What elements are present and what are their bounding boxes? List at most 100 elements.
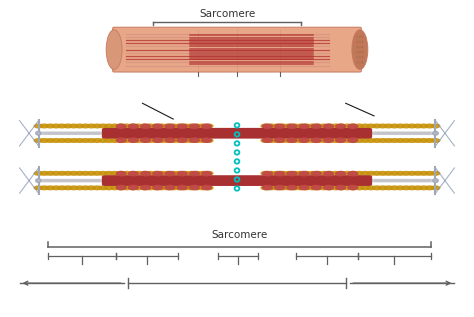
Ellipse shape: [347, 171, 358, 177]
Ellipse shape: [319, 185, 329, 191]
Text: Sarcomere: Sarcomere: [199, 9, 255, 19]
Ellipse shape: [274, 123, 285, 129]
Ellipse shape: [110, 171, 120, 176]
Ellipse shape: [278, 138, 288, 143]
Ellipse shape: [81, 171, 91, 176]
Ellipse shape: [359, 36, 361, 38]
Ellipse shape: [319, 123, 329, 128]
Ellipse shape: [298, 185, 310, 191]
Ellipse shape: [301, 185, 311, 191]
Ellipse shape: [323, 123, 334, 129]
Ellipse shape: [278, 123, 288, 128]
Ellipse shape: [372, 185, 382, 191]
Ellipse shape: [110, 185, 120, 191]
Ellipse shape: [419, 171, 428, 176]
Ellipse shape: [383, 123, 393, 128]
Ellipse shape: [384, 132, 391, 135]
Ellipse shape: [417, 179, 423, 183]
Ellipse shape: [59, 179, 65, 183]
Ellipse shape: [86, 123, 96, 128]
Ellipse shape: [272, 171, 282, 176]
Ellipse shape: [331, 171, 341, 176]
Ellipse shape: [204, 171, 214, 176]
Ellipse shape: [86, 179, 92, 183]
Ellipse shape: [406, 132, 412, 135]
Ellipse shape: [323, 171, 334, 177]
Ellipse shape: [92, 171, 102, 176]
Ellipse shape: [151, 185, 161, 191]
Ellipse shape: [425, 171, 435, 176]
Ellipse shape: [272, 138, 282, 143]
Ellipse shape: [262, 171, 273, 177]
Ellipse shape: [325, 185, 335, 191]
Ellipse shape: [413, 171, 423, 176]
FancyBboxPatch shape: [113, 27, 361, 72]
Ellipse shape: [359, 41, 361, 43]
Ellipse shape: [189, 171, 200, 177]
Ellipse shape: [83, 179, 90, 183]
Ellipse shape: [422, 132, 429, 135]
Ellipse shape: [81, 185, 91, 191]
Ellipse shape: [335, 185, 346, 191]
Ellipse shape: [348, 171, 358, 176]
Ellipse shape: [325, 171, 335, 176]
Ellipse shape: [313, 123, 323, 128]
Ellipse shape: [74, 185, 84, 191]
Ellipse shape: [45, 132, 52, 135]
Ellipse shape: [91, 132, 98, 135]
Ellipse shape: [392, 179, 399, 183]
Ellipse shape: [39, 185, 49, 191]
Ellipse shape: [98, 185, 108, 191]
Ellipse shape: [128, 123, 137, 128]
Ellipse shape: [362, 61, 363, 64]
Ellipse shape: [286, 123, 298, 129]
Ellipse shape: [360, 138, 370, 143]
Ellipse shape: [325, 123, 335, 128]
Ellipse shape: [69, 171, 79, 176]
Ellipse shape: [204, 123, 214, 128]
Ellipse shape: [192, 171, 202, 176]
Ellipse shape: [133, 185, 143, 191]
Ellipse shape: [201, 171, 212, 177]
Ellipse shape: [298, 137, 310, 143]
Ellipse shape: [133, 138, 143, 143]
Ellipse shape: [348, 123, 358, 128]
Ellipse shape: [92, 185, 102, 191]
Ellipse shape: [176, 171, 188, 177]
Ellipse shape: [151, 138, 161, 143]
Ellipse shape: [366, 138, 376, 143]
Ellipse shape: [62, 132, 68, 135]
Ellipse shape: [376, 132, 383, 135]
Ellipse shape: [419, 132, 426, 135]
Ellipse shape: [186, 185, 196, 191]
Ellipse shape: [425, 185, 435, 191]
Ellipse shape: [145, 185, 155, 191]
Ellipse shape: [34, 138, 44, 143]
Ellipse shape: [74, 171, 84, 176]
Ellipse shape: [116, 185, 127, 191]
Ellipse shape: [395, 171, 405, 176]
Ellipse shape: [145, 171, 155, 176]
Ellipse shape: [59, 132, 65, 135]
Ellipse shape: [286, 137, 298, 143]
Ellipse shape: [86, 171, 96, 176]
Ellipse shape: [298, 171, 310, 177]
Ellipse shape: [133, 171, 143, 176]
Ellipse shape: [398, 179, 404, 183]
Ellipse shape: [48, 179, 55, 183]
Ellipse shape: [379, 179, 385, 183]
Ellipse shape: [63, 185, 73, 191]
Ellipse shape: [46, 185, 55, 191]
Ellipse shape: [36, 131, 41, 135]
Ellipse shape: [81, 138, 91, 143]
Ellipse shape: [198, 138, 208, 143]
Ellipse shape: [157, 185, 167, 191]
Ellipse shape: [189, 137, 200, 143]
Ellipse shape: [362, 56, 363, 59]
Ellipse shape: [290, 138, 300, 143]
Ellipse shape: [128, 185, 137, 191]
Ellipse shape: [319, 171, 329, 176]
Ellipse shape: [34, 123, 44, 128]
Ellipse shape: [374, 132, 380, 135]
Ellipse shape: [110, 138, 120, 143]
